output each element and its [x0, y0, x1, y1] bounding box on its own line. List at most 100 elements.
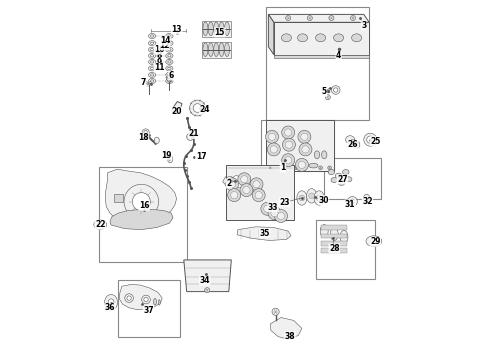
- Polygon shape: [269, 14, 369, 22]
- Circle shape: [272, 308, 279, 315]
- Circle shape: [124, 184, 159, 219]
- Ellipse shape: [366, 236, 382, 247]
- Ellipse shape: [148, 47, 156, 52]
- Text: 13: 13: [172, 25, 182, 34]
- Circle shape: [243, 186, 250, 194]
- Circle shape: [331, 86, 340, 94]
- Text: 1: 1: [280, 163, 285, 172]
- Circle shape: [241, 176, 248, 183]
- Circle shape: [298, 161, 305, 168]
- Text: 4: 4: [336, 51, 341, 60]
- Circle shape: [253, 181, 260, 188]
- Circle shape: [252, 189, 265, 202]
- Circle shape: [301, 133, 308, 140]
- Bar: [266, 120, 334, 171]
- Bar: [99, 167, 187, 262]
- Circle shape: [307, 15, 312, 21]
- Ellipse shape: [104, 294, 118, 310]
- Circle shape: [350, 139, 356, 145]
- Text: 18: 18: [138, 133, 149, 142]
- Circle shape: [225, 178, 239, 191]
- Text: 27: 27: [337, 175, 347, 184]
- Ellipse shape: [166, 53, 173, 58]
- Circle shape: [239, 176, 246, 184]
- Circle shape: [269, 166, 272, 170]
- Ellipse shape: [148, 72, 156, 77]
- Circle shape: [236, 181, 244, 188]
- Bar: [266, 7, 369, 120]
- Bar: [321, 248, 347, 253]
- Polygon shape: [237, 227, 291, 240]
- Text: 21: 21: [189, 129, 199, 138]
- Circle shape: [228, 189, 241, 202]
- Circle shape: [270, 146, 277, 153]
- Ellipse shape: [370, 239, 377, 244]
- Ellipse shape: [208, 43, 213, 57]
- Ellipse shape: [320, 225, 328, 238]
- Ellipse shape: [150, 35, 154, 37]
- Circle shape: [350, 199, 355, 204]
- Ellipse shape: [148, 33, 156, 39]
- Ellipse shape: [148, 78, 156, 84]
- Circle shape: [329, 15, 334, 21]
- Polygon shape: [270, 318, 302, 339]
- Ellipse shape: [166, 66, 173, 71]
- Ellipse shape: [108, 299, 114, 306]
- Ellipse shape: [343, 170, 349, 175]
- Bar: [226, 165, 294, 220]
- Ellipse shape: [297, 191, 307, 205]
- Bar: [316, 220, 374, 279]
- Circle shape: [277, 212, 285, 220]
- Ellipse shape: [148, 59, 156, 64]
- Circle shape: [240, 184, 253, 197]
- Bar: [202, 42, 231, 58]
- Ellipse shape: [168, 80, 171, 82]
- Text: 16: 16: [139, 202, 149, 210]
- Ellipse shape: [335, 173, 342, 178]
- Circle shape: [347, 197, 357, 207]
- Text: 5: 5: [321, 87, 327, 96]
- Ellipse shape: [150, 67, 154, 69]
- Circle shape: [285, 157, 292, 164]
- Bar: [321, 225, 347, 230]
- Polygon shape: [145, 81, 152, 85]
- Bar: [321, 241, 347, 246]
- Circle shape: [250, 178, 263, 191]
- Polygon shape: [269, 14, 274, 55]
- Text: 6: 6: [169, 71, 174, 80]
- Text: 35: 35: [260, 229, 270, 238]
- Circle shape: [325, 95, 330, 100]
- Circle shape: [269, 133, 275, 140]
- Text: 8: 8: [157, 51, 162, 60]
- Text: 17: 17: [196, 153, 206, 161]
- Ellipse shape: [150, 80, 154, 82]
- Circle shape: [328, 166, 331, 170]
- Circle shape: [364, 133, 377, 146]
- Circle shape: [125, 294, 133, 302]
- Circle shape: [132, 193, 150, 211]
- Circle shape: [233, 176, 240, 183]
- Ellipse shape: [158, 300, 160, 305]
- Ellipse shape: [148, 66, 156, 71]
- Text: 24: 24: [199, 105, 210, 114]
- Circle shape: [309, 193, 315, 199]
- Text: 12: 12: [159, 41, 169, 50]
- Ellipse shape: [168, 74, 171, 76]
- Circle shape: [187, 133, 194, 140]
- Circle shape: [238, 173, 251, 186]
- Circle shape: [268, 207, 281, 220]
- Text: 11: 11: [154, 63, 165, 72]
- Ellipse shape: [168, 35, 171, 37]
- Circle shape: [334, 88, 338, 92]
- Circle shape: [271, 210, 278, 217]
- Text: 25: 25: [370, 136, 381, 145]
- Text: 3: 3: [361, 21, 367, 30]
- Bar: [274, 55, 369, 58]
- Ellipse shape: [168, 156, 173, 163]
- Ellipse shape: [153, 298, 156, 305]
- Ellipse shape: [281, 34, 292, 42]
- Polygon shape: [172, 102, 182, 113]
- Text: 14: 14: [160, 36, 171, 45]
- Ellipse shape: [168, 49, 171, 51]
- Ellipse shape: [148, 41, 156, 46]
